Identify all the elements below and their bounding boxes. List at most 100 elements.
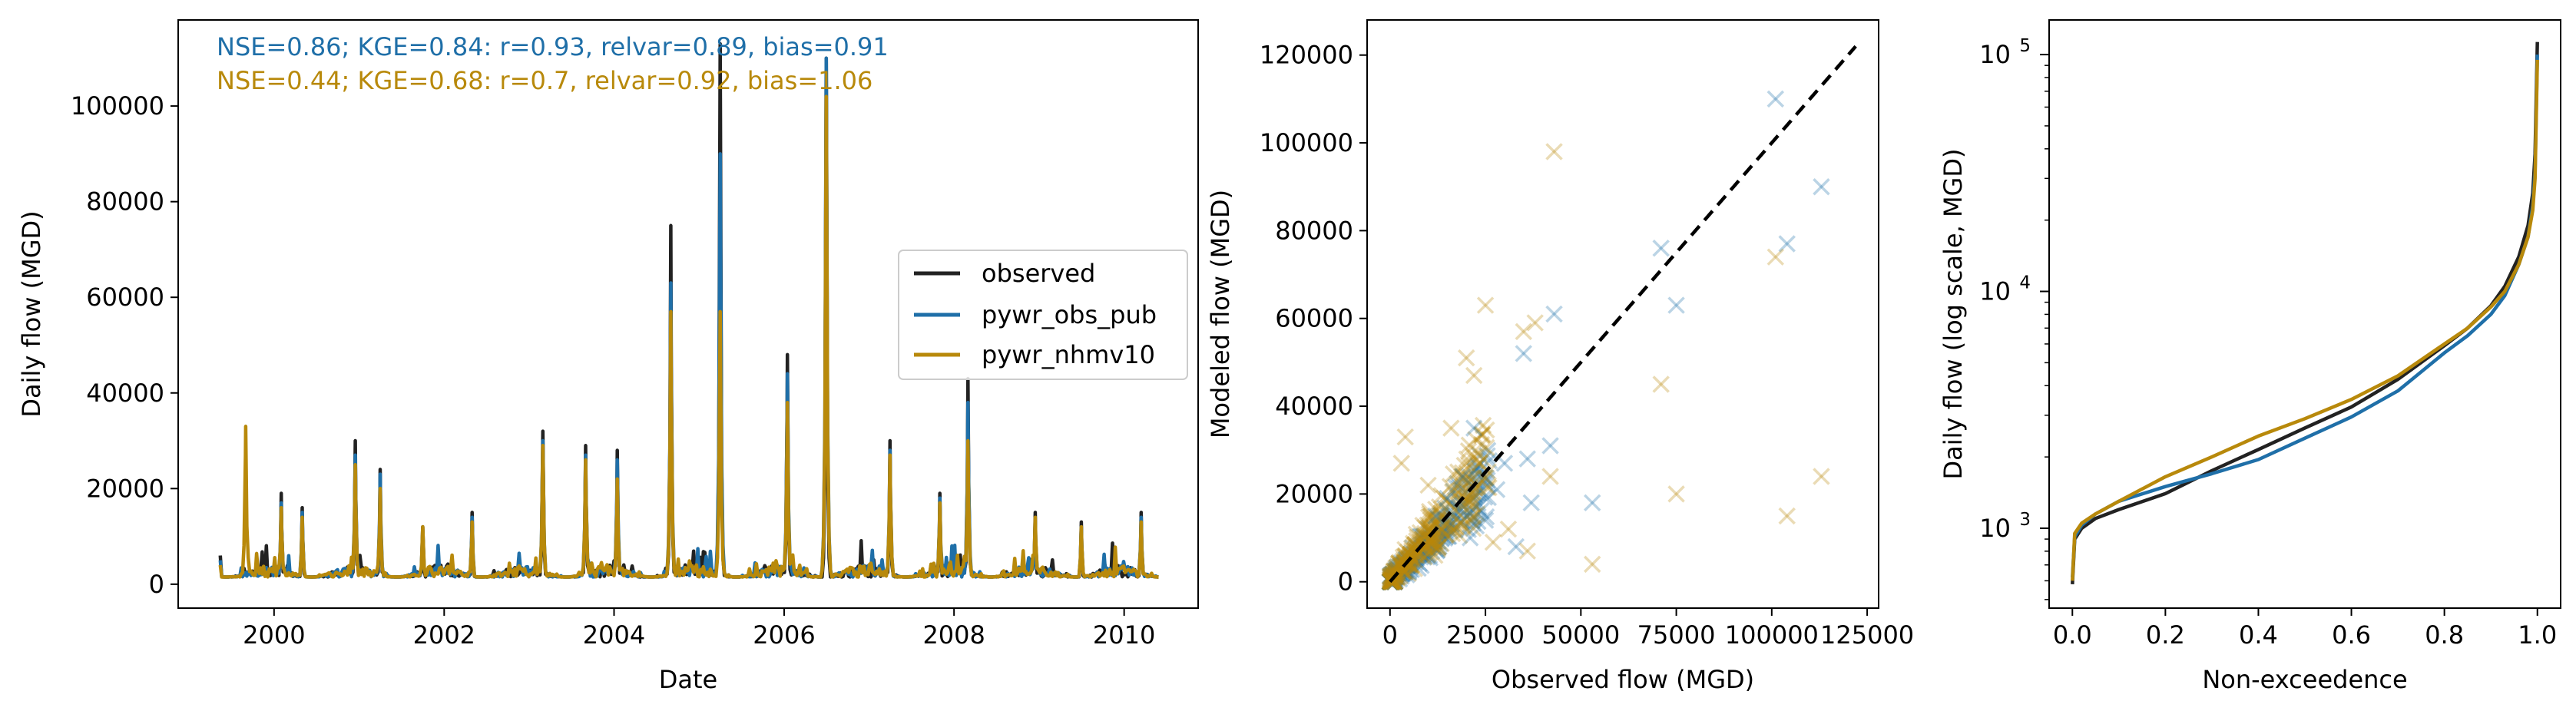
scatter-point-pywr-nhmv10: [1393, 562, 1412, 580]
scatter-point-pywr-obs-pub: [1397, 551, 1415, 568]
scatter-point-pywr-nhmv10: [1387, 562, 1405, 580]
scatter-point-pywr-nhmv10: [1391, 557, 1409, 575]
legend-label-nhmv10: pywr_nhmv10: [982, 340, 1155, 369]
scatter-point-pywr-obs-pub: [1460, 467, 1478, 485]
scatter-point-pywr-obs-pub: [1463, 511, 1481, 529]
scatter-point-pywr-nhmv10: [1465, 366, 1483, 385]
scatter-point-pywr-obs-pub: [1475, 468, 1493, 486]
scatter-point-pywr-obs-pub: [1392, 565, 1409, 584]
scatter-x-tick-label: 100000: [1725, 620, 1819, 650]
scatter-point-pywr-obs-pub: [1441, 521, 1459, 540]
scatter-point-pywr-obs-pub: [1389, 557, 1406, 576]
scatter-point-pywr-obs-pub: [1425, 533, 1443, 551]
scatter-point-pywr-nhmv10: [1449, 482, 1468, 501]
scatter-point-pywr-obs-pub: [1472, 462, 1489, 481]
scatter-point-pywr-nhmv10: [1458, 450, 1475, 468]
scatter-point-pywr-obs-pub: [1470, 498, 1488, 516]
scatter-point-pywr-nhmv10: [1382, 567, 1400, 585]
scatter-point-pywr-nhmv10: [1452, 481, 1470, 499]
scatter-point-pywr-obs-pub: [1476, 511, 1495, 529]
scatter-point-pywr-nhmv10: [1444, 521, 1462, 538]
duration-line-observed: [2071, 41, 2539, 585]
scatter-point-pywr-obs-pub: [1425, 533, 1443, 551]
scatter-point-pywr-nhmv10: [1443, 483, 1462, 501]
duration-x-tick-label: 1.0: [2518, 620, 2557, 650]
scatter-point-pywr-nhmv10: [1416, 527, 1434, 545]
scatter-point-pywr-nhmv10: [1455, 456, 1473, 475]
duration-y-label: Daily flow (log scale, MGD): [1939, 149, 1968, 480]
scatter-point-pywr-obs-pub: [1401, 558, 1419, 576]
scatter-y-ticks: 0 20000 40000 60000 80000 100000 120000: [1260, 41, 1367, 597]
scatter-point-pywr-nhmv10: [1450, 491, 1468, 508]
scatter-point-pywr-obs-pub: [1387, 561, 1406, 579]
scatter-point-pywr-nhmv10: [1411, 544, 1429, 561]
scatter-point-pywr-nhmv10: [1584, 555, 1601, 574]
scatter-point-pywr-obs-pub: [1449, 475, 1466, 493]
scatter-point-pywr-obs-pub: [1381, 567, 1399, 584]
scatter-point-pywr-nhmv10: [1406, 560, 1424, 577]
scatter-point-pywr-obs-pub: [1450, 498, 1468, 516]
scatter-point-pywr-nhmv10: [1456, 490, 1475, 508]
scatter-point-pywr-nhmv10: [1545, 143, 1563, 160]
scatter-point-pywr-nhmv10: [1384, 566, 1402, 584]
scatter-point-pywr-nhmv10: [1478, 421, 1495, 439]
scatter-point-pywr-nhmv10: [1433, 521, 1451, 539]
scatter-point-pywr-nhmv10: [1385, 563, 1402, 580]
scatter-point-pywr-nhmv10: [1385, 566, 1402, 584]
scatter-point-pywr-nhmv10: [1454, 470, 1472, 488]
scatter-point-pywr-obs-pub: [1522, 494, 1540, 512]
scatter-point-pywr-nhmv10: [1420, 502, 1439, 521]
duration-x-label: Non-exceedence: [2202, 665, 2407, 694]
timeseries-y-tick-label: 60000: [86, 283, 164, 312]
scatter-point-pywr-nhmv10: [1474, 450, 1492, 468]
scatter-point-pywr-nhmv10: [1432, 487, 1450, 504]
scatter-point-pywr-obs-pub: [1420, 547, 1439, 564]
scatter-x-tick-label: 25000: [1446, 620, 1525, 650]
scatter-point-pywr-obs-pub: [1386, 573, 1404, 590]
scatter-point-pywr-nhmv10: [1452, 506, 1469, 524]
scatter-point-pywr-nhmv10: [1518, 542, 1536, 560]
scatter-point-pywr-nhmv10: [1387, 559, 1405, 577]
scatter-point-pywr-nhmv10: [1778, 507, 1796, 525]
scatter-point-pywr-nhmv10: [1402, 539, 1421, 557]
scatter-point-pywr-nhmv10: [1408, 547, 1425, 564]
scatter-point-pywr-obs-pub: [1479, 488, 1498, 507]
duration-x-tick-label: 0.0: [2053, 620, 2092, 650]
scatter-point-pywr-obs-pub: [1432, 530, 1450, 548]
scatter-point-pywr-nhmv10: [1419, 476, 1437, 494]
scatter-point-pywr-nhmv10: [1441, 478, 1459, 495]
scatter-point-pywr-obs-pub: [1386, 562, 1404, 580]
timeseries-y-tick-label: 40000: [86, 379, 164, 408]
scatter-point-pywr-obs-pub: [1430, 521, 1449, 538]
scatter-point-pywr-obs-pub: [1422, 529, 1439, 547]
scatter-point-pywr-nhmv10: [1429, 540, 1447, 558]
scatter-point-pywr-obs-pub: [1392, 556, 1410, 574]
scatter-point-pywr-nhmv10: [1423, 535, 1441, 554]
scatter-point-pywr-nhmv10: [1422, 534, 1440, 553]
scatter-point-pywr-obs-pub: [1393, 564, 1411, 583]
scatter-point-pywr-obs-pub: [1422, 531, 1441, 549]
scatter-point-pywr-nhmv10: [1464, 520, 1482, 537]
scatter-point-pywr-nhmv10: [1396, 547, 1415, 566]
timeseries-x-tick-label: 2006: [753, 620, 815, 650]
scatter-panel: 0 25000 50000 75000 100000 125000 02000040000…: [1206, 19, 1914, 694]
scatter-point-pywr-obs-pub: [1386, 564, 1404, 582]
timeseries-x-label: Date: [659, 665, 717, 694]
scatter-point-pywr-obs-pub: [1387, 563, 1405, 581]
scatter-point-pywr-nhmv10: [1413, 531, 1431, 548]
scatter-point-pywr-obs-pub: [1439, 519, 1456, 537]
scatter-point-pywr-nhmv10: [1396, 541, 1414, 558]
duration-x-tick-label: 0.4: [2239, 620, 2278, 650]
scatter-point-pywr-nhmv10: [1463, 512, 1481, 531]
scatter-point-pywr-nhmv10: [1473, 426, 1492, 444]
scatter-point-pywr-obs-pub: [1518, 450, 1536, 468]
scatter-point-pywr-nhmv10: [1475, 469, 1494, 487]
scatter-point-pywr-obs-pub: [1382, 567, 1399, 584]
scatter-point-pywr-nhmv10: [1447, 519, 1465, 537]
scatter-point-pywr-obs-pub: [1428, 541, 1446, 559]
timeseries-x-tick-label: 2010: [1093, 620, 1155, 650]
scatter-point-pywr-obs-pub: [1430, 537, 1448, 556]
duration-y-tick-exponent: 3: [2019, 510, 2031, 530]
scatter-point-pywr-obs-pub: [1417, 535, 1435, 553]
scatter-point-pywr-obs-pub: [1446, 521, 1464, 539]
